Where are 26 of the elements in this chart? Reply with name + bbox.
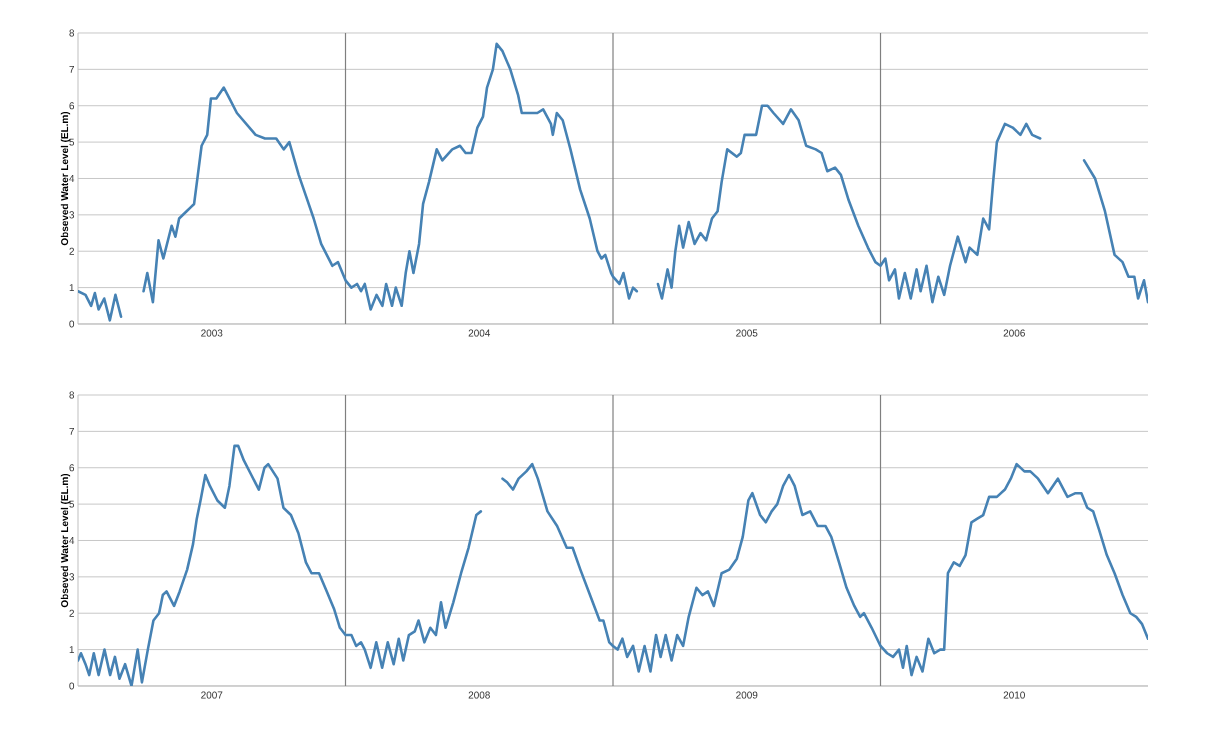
y-tick-label: 1: [69, 284, 75, 292]
y-tick-label: 0: [69, 320, 75, 328]
y-tick-label: 8: [69, 391, 75, 399]
y-tick-label: 4: [69, 175, 75, 182]
x-tick-label: 2008: [468, 691, 490, 699]
y-tick-label: 6: [69, 102, 75, 110]
x-tick-label: 2004: [468, 329, 491, 337]
y-tick-label: 8: [69, 29, 75, 37]
y-tick-label: 2: [69, 609, 74, 617]
x-tick-label: 2006: [1003, 329, 1025, 337]
x-tick-label: 2010: [1003, 691, 1025, 699]
y-tick-label: 3: [69, 573, 75, 581]
y-tick-label: 7: [69, 65, 74, 73]
x-tick-label: 2003: [201, 329, 223, 337]
x-tick-label: 2005: [736, 329, 758, 337]
y-tick-label: 3: [69, 211, 75, 219]
y-tick-label: 5: [69, 138, 75, 146]
y-tick-label: 5: [69, 500, 75, 508]
y-tick-label: 6: [69, 464, 75, 472]
y-tick-label: 7: [69, 427, 74, 435]
y-tick-label: 2: [69, 247, 74, 255]
y-tick-label: 1: [69, 646, 75, 654]
x-tick-label: 2009: [736, 691, 758, 699]
x-tick-label: 2007: [201, 691, 223, 699]
y-tick-label: 4: [69, 537, 75, 544]
y-tick-label: 0: [69, 682, 75, 690]
